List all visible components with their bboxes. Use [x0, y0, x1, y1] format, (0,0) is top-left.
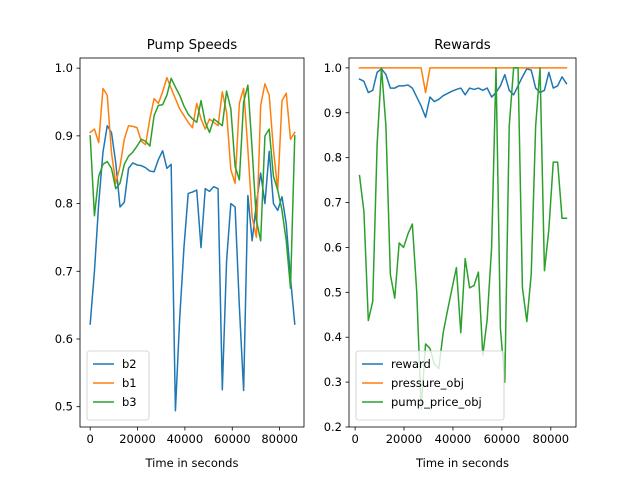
- rewards-x-axis-label: Time in seconds: [415, 456, 509, 470]
- pump-speeds-series-line-b2: [89, 124, 296, 412]
- pump-speeds-legend: b2 b1 b3: [86, 350, 150, 421]
- rewards-y-tick-label: 0.4: [324, 330, 342, 344]
- axes-pump-speeds: 0 20000 40000 60000 800000.50.60.70.80.91.0 …: [55, 38, 305, 470]
- pump-speeds-y-tick-label: 0.5: [55, 400, 73, 414]
- pump-speeds-x-tick-label: 60000: [214, 432, 251, 446]
- pump-speeds-x-tick-label: 0: [87, 432, 94, 446]
- rewards-legend-label-pump-price-obj: pump_price_obj: [391, 395, 482, 409]
- pump-speeds-legend-box: [86, 350, 150, 421]
- pump-speeds-y-tick-label: 1.0: [55, 61, 73, 75]
- pump-speeds-plot-frame: [79, 57, 305, 428]
- pump-speeds-y-tick-label: 0.8: [55, 197, 73, 211]
- pump-speeds-y-tick-label: 0.6: [55, 332, 73, 346]
- rewards-y-tick-label: 0.9: [324, 106, 342, 120]
- rewards-x-tick-label: 40000: [435, 432, 472, 446]
- pump-speeds-legend-label-b3: b3: [122, 395, 137, 409]
- rewards-legend-label-reward: reward: [391, 357, 431, 371]
- pump-speeds-series-line-b1: [89, 76, 296, 239]
- rewards-series-layer: [358, 67, 568, 410]
- axes-rewards: 0 20000 40000 60000 80000 0.2 0.3 0.4 0.5 0.6 0.7 0…: [324, 38, 577, 470]
- pump-speeds-series-layer: [89, 76, 296, 412]
- rewards-plot-frame: [348, 57, 577, 428]
- rewards-title: Rewards: [434, 38, 491, 53]
- rewards-series-line-pump-price-obj: [358, 67, 568, 410]
- pump-speeds-title: Pump Speeds: [147, 38, 238, 53]
- rewards-y-tick-label: 0.5: [324, 285, 342, 299]
- rewards-y-tick-label: 0.6: [324, 240, 342, 254]
- pump-speeds-x-tick-label: 80000: [261, 432, 298, 446]
- rewards-y-tick-label: 1.0: [324, 61, 342, 75]
- rewards-y-tick-label: 0.8: [324, 151, 342, 165]
- pump-speeds-x-tick-label: 20000: [119, 432, 156, 446]
- pump-speeds-x-tick-label: 40000: [167, 432, 204, 446]
- rewards-x-tick-label: 20000: [386, 432, 423, 446]
- pump-speeds-series-line-b3: [89, 77, 296, 289]
- rewards-series-line-pressure-obj: [358, 67, 568, 94]
- rewards-legend-box: [355, 350, 505, 421]
- pump-speeds-y-tick-label: 0.7: [55, 264, 73, 278]
- rewards-y-tick-label: 0.3: [324, 375, 342, 389]
- rewards-ticks: 0 20000 40000 60000 80000 0.2 0.3 0.4 0.5 0.6 0.7 0…: [324, 61, 569, 446]
- rewards-series-line-reward: [358, 68, 568, 119]
- rewards-x-tick-label: 80000: [533, 432, 570, 446]
- rewards-x-tick-label: 60000: [484, 432, 521, 446]
- pump-speeds-ticks: 0 20000 40000 60000 80000 0.5 0.6 0.7 0.8 0.9 1.0: [55, 61, 298, 446]
- pump-speeds-legend-label-b1: b1: [122, 376, 137, 390]
- rewards-y-tick-label: 0.2: [324, 420, 342, 434]
- pump-speeds-legend-label-b2: b2: [122, 357, 137, 371]
- pump-speeds-y-tick-label: 0.9: [55, 129, 73, 143]
- pump-speeds-x-axis-label: Time in seconds: [145, 456, 239, 470]
- rewards-legend-label-pressure-obj: pressure_obj: [391, 376, 464, 390]
- rewards-legend: reward pressure_obj pump_price_obj: [355, 350, 505, 421]
- rewards-y-tick-label: 0.7: [324, 196, 342, 210]
- rewards-x-tick-label: 0: [351, 432, 358, 446]
